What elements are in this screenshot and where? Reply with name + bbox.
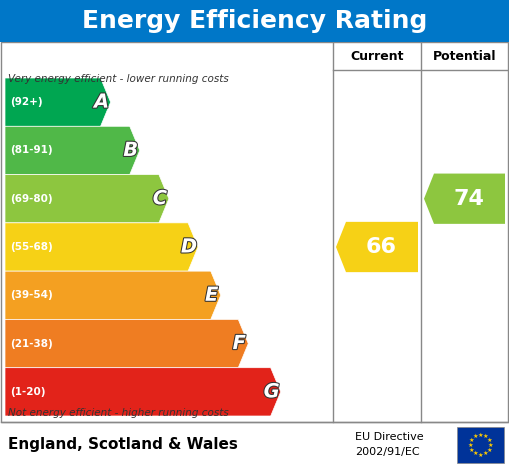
Text: ★: ★ [469,438,475,443]
Text: EU Directive: EU Directive [355,432,423,443]
Text: (39-54): (39-54) [10,290,53,300]
Text: 74: 74 [453,189,484,209]
Text: A: A [94,92,109,112]
Text: E: E [205,286,218,305]
Text: Energy Efficiency Rating: Energy Efficiency Rating [82,9,427,33]
Polygon shape [5,319,248,368]
Text: Not energy efficient - higher running costs: Not energy efficient - higher running co… [8,408,229,418]
Polygon shape [5,271,221,319]
Polygon shape [424,174,505,224]
Text: ★: ★ [483,451,488,456]
Polygon shape [5,78,110,126]
Text: ★: ★ [477,432,484,438]
Polygon shape [5,175,169,223]
Text: ★: ★ [477,453,484,458]
Text: ★: ★ [469,447,475,453]
Text: 66: 66 [365,237,397,257]
Polygon shape [336,222,418,272]
Text: (69-80): (69-80) [10,194,52,204]
Text: B: B [123,141,138,160]
Bar [457,427,504,463]
Text: ★: ★ [483,434,488,439]
Bar [0,0,509,42]
Text: (21-38): (21-38) [10,339,53,348]
Text: ★: ★ [488,443,493,447]
Text: F: F [233,334,246,353]
Polygon shape [5,126,140,175]
Text: G: G [264,382,279,401]
Text: England, Scotland & Wales: England, Scotland & Wales [8,437,238,452]
Polygon shape [5,223,198,271]
Text: D: D [181,238,197,256]
Text: ★: ★ [486,438,492,443]
Text: (1-20): (1-20) [10,387,45,397]
Polygon shape [5,368,280,416]
Text: (55-68): (55-68) [10,242,53,252]
Text: ★: ★ [468,443,473,447]
Text: ★: ★ [473,451,478,456]
Text: Very energy efficient - lower running costs: Very energy efficient - lower running co… [8,74,229,84]
Text: Current: Current [350,50,404,63]
Text: 2002/91/EC: 2002/91/EC [355,446,419,457]
Text: (92+): (92+) [10,97,43,107]
Text: Potential: Potential [433,50,497,63]
Text: (81-91): (81-91) [10,145,52,156]
Text: ★: ★ [486,447,492,453]
Bar [1,42,508,422]
Text: ★: ★ [473,434,478,439]
Text: C: C [153,189,167,208]
